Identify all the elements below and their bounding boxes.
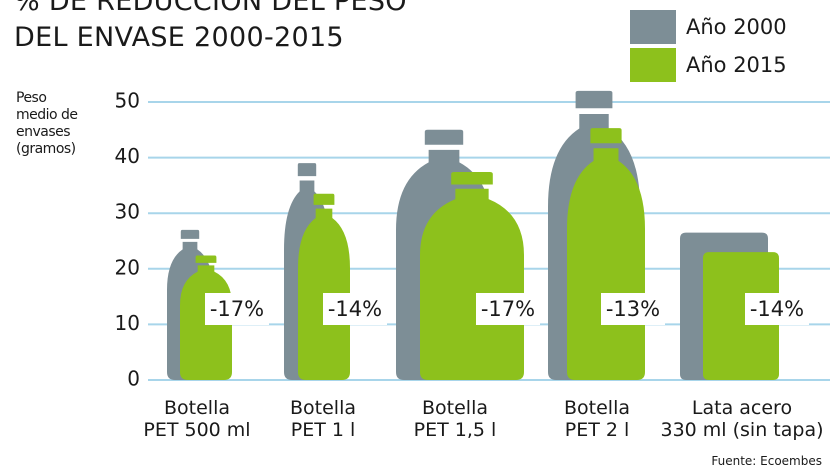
reduction-label: -17% (210, 297, 264, 321)
x-tick-label: Lata acero 330 ml (sin tapa) (652, 397, 830, 441)
legend-swatch (630, 48, 676, 82)
y-tick-label: 0 (127, 367, 140, 391)
y-tick-label: 10 (115, 311, 140, 335)
reduction-label: -14% (750, 297, 804, 321)
reduction-label: -17% (481, 297, 535, 321)
y-tick-label: 20 (115, 255, 140, 279)
reduction-label: -13% (606, 297, 660, 321)
y-tick-label: 50 (115, 89, 140, 113)
legend-swatch (630, 10, 676, 44)
reduction-label: -14% (328, 297, 382, 321)
infographic: % DE REDUCCIÓN DEL PESO DEL ENVASE 2000-… (0, 0, 830, 475)
legend-label: Año 2015 (686, 53, 787, 77)
legend-label: Año 2000 (686, 15, 787, 39)
y-tick-label: 40 (115, 144, 140, 168)
y-tick-label: 30 (115, 200, 140, 224)
